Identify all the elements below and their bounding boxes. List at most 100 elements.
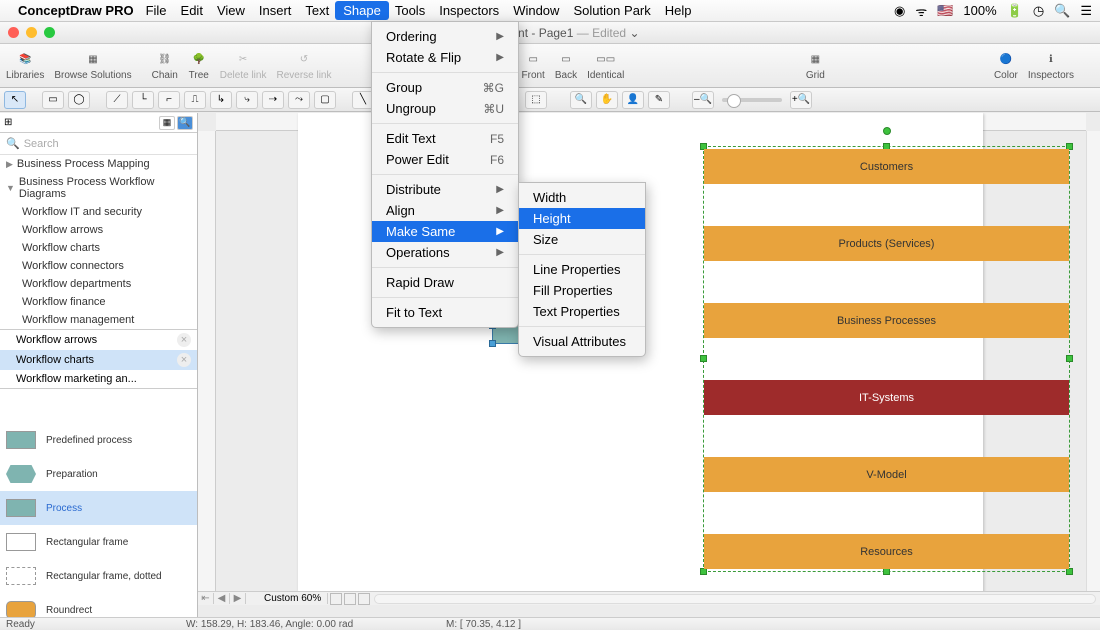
wifi-icon[interactable]: ᯤ (915, 2, 927, 20)
menu-insert[interactable]: Insert (259, 3, 292, 18)
menu-item-make-same[interactable]: Make Same▶ (372, 221, 518, 242)
diagram-block[interactable]: Customers (704, 149, 1069, 184)
toolbar-grid[interactable]: ▦Grid (804, 50, 826, 81)
menu-view[interactable]: View (217, 3, 245, 18)
toolbar-front[interactable]: ▭Front (522, 50, 545, 81)
toolbar-browse-solutions[interactable]: ▦Browse Solutions (54, 50, 131, 81)
menu-inspectors[interactable]: Inspectors (439, 3, 499, 18)
menu-help[interactable]: Help (665, 3, 692, 18)
menu-tools[interactable]: Tools (395, 3, 425, 18)
page-tool[interactable]: ▢ (314, 91, 336, 109)
page-prev[interactable]: ◀ (214, 593, 230, 604)
tree-child[interactable]: Workflow management (0, 311, 197, 329)
person-tool[interactable]: 👤 (622, 91, 644, 109)
panel-search[interactable]: 🔍 Search (0, 133, 197, 155)
menu-item-power-edit[interactable]: Power EditF6 (372, 149, 518, 170)
connector-tool-2[interactable]: ⌐ (158, 91, 180, 109)
tree-node[interactable]: ▶Business Process Mapping (0, 155, 197, 173)
toolbar-back[interactable]: ▭Back (555, 50, 577, 81)
zoom-out[interactable]: –🔍 (692, 91, 714, 109)
menu-item-operations[interactable]: Operations▶ (372, 242, 518, 263)
traffic-lights[interactable] (8, 27, 55, 38)
menu-edit[interactable]: Edit (181, 3, 203, 18)
edit-tool[interactable]: ✎ (648, 91, 670, 109)
menu-shape[interactable]: Shape (335, 1, 389, 20)
panel-view-grid[interactable]: ▦ (159, 116, 175, 130)
diagram-block[interactable]: Resources (704, 534, 1069, 569)
menu-window[interactable]: Window (513, 3, 559, 18)
submenu-item-visual-attributes[interactable]: Visual Attributes (519, 331, 645, 352)
zoom-in[interactable]: +🔍 (790, 91, 812, 109)
tree-child[interactable]: Workflow IT and security (0, 203, 197, 221)
menu-item-align[interactable]: Align▶ (372, 200, 518, 221)
submenu-item-text-properties[interactable]: Text Properties (519, 301, 645, 322)
panel-tab-tree[interactable]: ⊞ (4, 117, 12, 128)
menu-item-edit-text[interactable]: Edit TextF5 (372, 128, 518, 149)
shape-rectangular-frame[interactable]: Rectangular frame (0, 525, 197, 559)
shape-roundrect[interactable]: Roundrect (0, 593, 197, 618)
toolbar-libraries[interactable]: 📚Libraries (6, 50, 44, 81)
shape-process[interactable]: Process (0, 491, 197, 525)
menu-item-ungroup[interactable]: Ungroup⌘U (372, 98, 518, 119)
resize-handle-ml[interactable] (700, 355, 707, 362)
tree-child[interactable]: Workflow finance (0, 293, 197, 311)
submenu-item-height[interactable]: Height (519, 208, 645, 229)
menu-item-rotate-flip[interactable]: Rotate & Flip▶ (372, 47, 518, 68)
connector-tool-6[interactable]: ⇢ (262, 91, 284, 109)
scrollbar-vertical[interactable] (1086, 131, 1100, 591)
tree-child[interactable]: Workflow connectors (0, 257, 197, 275)
menu-item-rapid-draw[interactable]: Rapid Draw (372, 272, 518, 293)
menu-solution-park[interactable]: Solution Park (573, 3, 650, 18)
resize-handle-bl[interactable] (700, 568, 707, 575)
resize-handle-br[interactable] (1066, 568, 1073, 575)
section-workflow-arrows[interactable]: Workflow arrows× (0, 330, 197, 350)
section-workflow-charts[interactable]: Workflow charts× (0, 350, 197, 370)
resize-handle-bm[interactable] (883, 568, 890, 575)
submenu-item-size[interactable]: Size (519, 229, 645, 250)
connector-tool-3[interactable]: ⎍ (184, 91, 206, 109)
toolbar-chain[interactable]: ⛓Chain (152, 50, 178, 81)
toolbar-tree[interactable]: 🌳Tree (188, 50, 210, 81)
selection-group[interactable]: CustomersProducts (Services)Business Pro… (703, 146, 1070, 572)
submenu-item-fill-properties[interactable]: Fill Properties (519, 280, 645, 301)
connector-tool-5[interactable]: ⤷ (236, 91, 258, 109)
close-button[interactable] (8, 27, 19, 38)
resize-handle[interactable] (489, 340, 496, 347)
hand-tool[interactable]: ✋ (596, 91, 618, 109)
toolbar-inspectors[interactable]: ℹInspectors (1028, 50, 1074, 81)
zoom-tool[interactable]: 🔍 (570, 91, 592, 109)
pointer-tool[interactable]: ↖ (4, 91, 26, 109)
tree-child[interactable]: Workflow charts (0, 239, 197, 257)
shape-rectangular-frame-dotted[interactable]: Rectangular frame, dotted (0, 559, 197, 593)
rotate-handle[interactable] (883, 127, 891, 135)
zoom-label[interactable]: Custom 60% (258, 593, 328, 604)
close-icon[interactable]: × (177, 353, 191, 367)
rect-tool[interactable]: ▭ (42, 91, 64, 109)
scrollbar-horizontal[interactable] (374, 594, 1096, 604)
diagram-block[interactable]: IT-Systems (704, 380, 1069, 415)
menu-item-ordering[interactable]: Ordering▶ (372, 26, 518, 47)
menu-item-group[interactable]: Group⌘G (372, 77, 518, 98)
tree-child[interactable]: Workflow arrows (0, 221, 197, 239)
toolbar-color[interactable]: 🔵Color (994, 50, 1018, 81)
connector-tool-7[interactable]: ⤳ (288, 91, 310, 109)
page-next[interactable]: ▶ (230, 593, 246, 604)
clock-icon[interactable]: ◷ (1033, 3, 1044, 19)
zoom-button[interactable] (44, 27, 55, 38)
group-sel-tool[interactable]: ⬚ (525, 91, 547, 109)
ellipse-tool[interactable]: ◯ (68, 91, 90, 109)
line-tool[interactable]: ⟋ (106, 91, 128, 109)
siri-icon[interactable]: ◉ (894, 3, 905, 19)
submenu-item-width[interactable]: Width (519, 187, 645, 208)
connector-tool-4[interactable]: ↳ (210, 91, 232, 109)
panel-view-search[interactable]: 🔍 (177, 116, 193, 130)
toolbar-identical[interactable]: ▭▭Identical (587, 50, 624, 81)
menu-icon[interactable]: ☰ (1080, 3, 1092, 19)
diagram-block[interactable]: Business Processes (704, 303, 1069, 338)
menu-item-fit-to-text[interactable]: Fit to Text (372, 302, 518, 323)
resize-handle-mr[interactable] (1066, 355, 1073, 362)
tree-node[interactable]: ▼Business Process Workflow Diagrams (0, 173, 197, 203)
menu-text[interactable]: Text (305, 3, 329, 18)
menu-file[interactable]: File (146, 3, 167, 18)
zoom-slider[interactable] (722, 98, 782, 102)
